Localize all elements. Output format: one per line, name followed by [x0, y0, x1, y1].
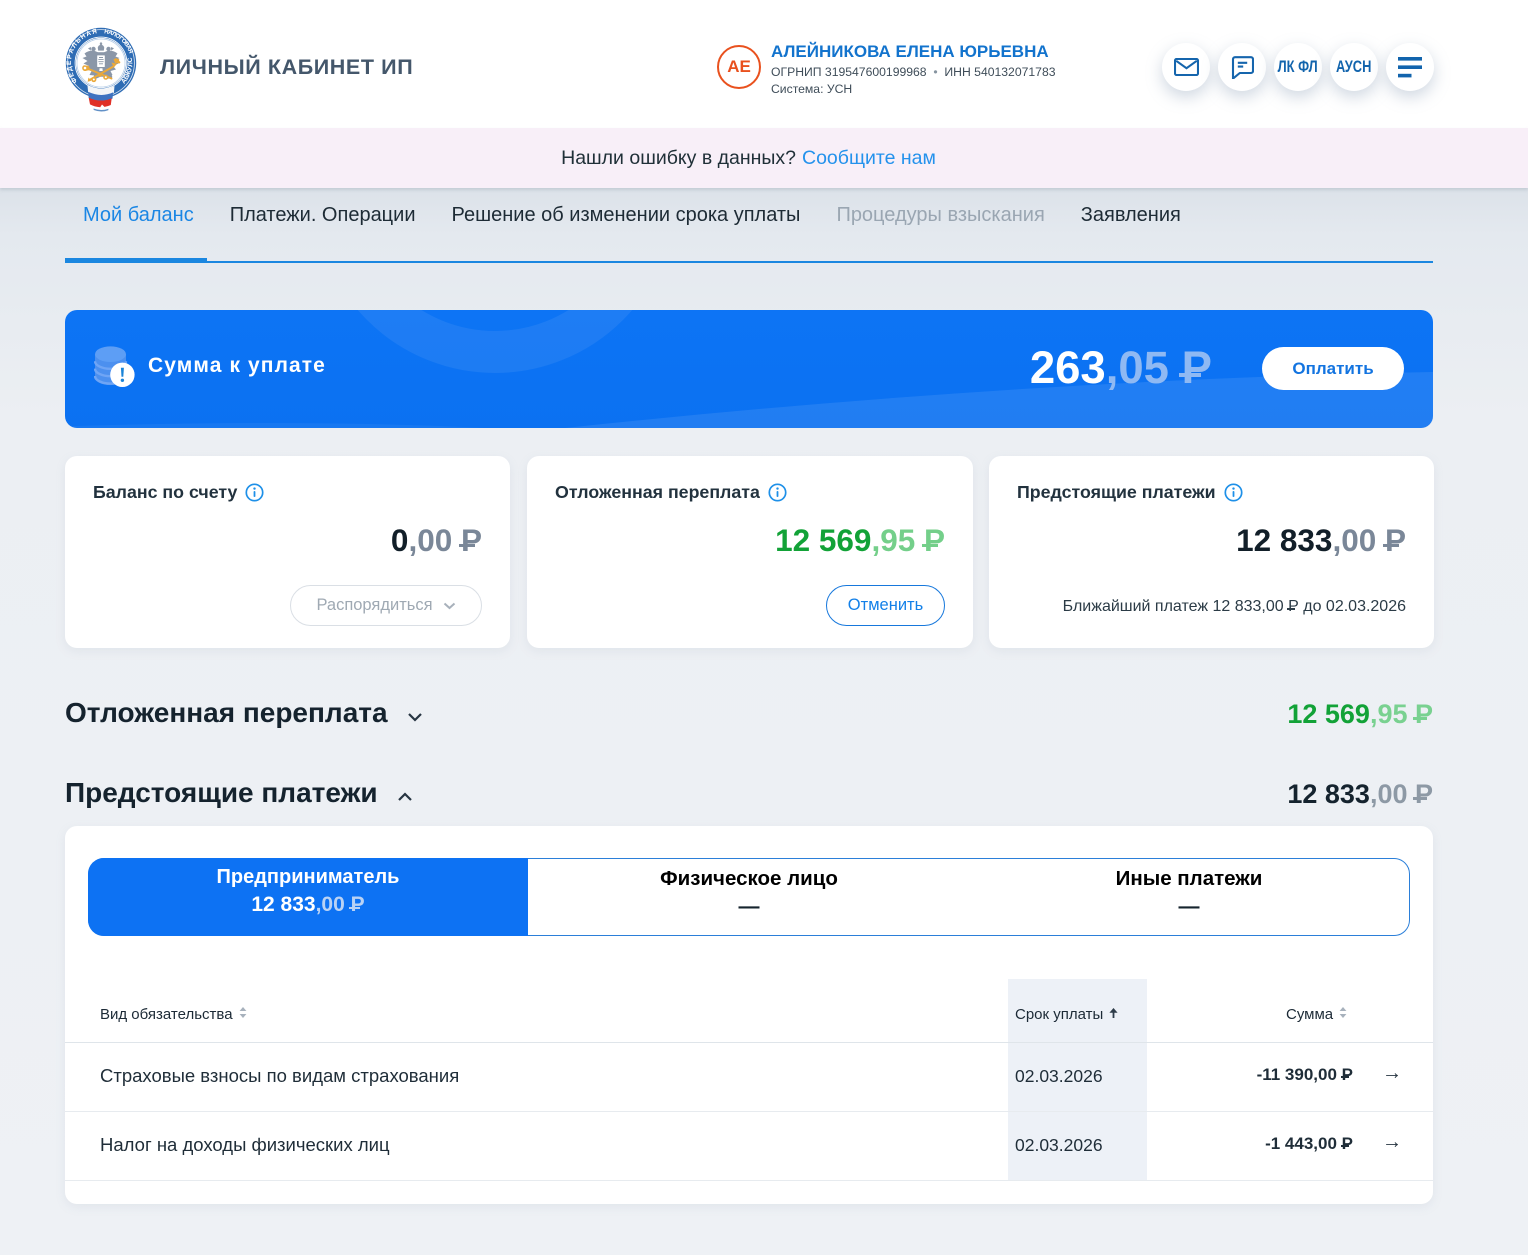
- svg-text:О: О: [120, 38, 128, 46]
- svg-text:А: А: [85, 30, 92, 38]
- svg-text:С: С: [127, 57, 134, 63]
- svg-text:В: В: [122, 41, 130, 49]
- svg-text:Е: Е: [66, 60, 73, 65]
- svg-text:Л: Л: [71, 41, 80, 49]
- svg-text:Г: Г: [117, 36, 124, 43]
- svg-text:Л: Л: [127, 62, 134, 67]
- svg-text:Р: Р: [66, 53, 74, 59]
- svg-text:А: А: [68, 47, 76, 54]
- svg-text:Ф: Ф: [70, 76, 79, 85]
- svg-text:А: А: [124, 44, 132, 51]
- svg-text:Л: Л: [111, 31, 117, 38]
- svg-text:Е: Е: [68, 71, 76, 78]
- svg-text:Б: Б: [123, 73, 132, 81]
- svg-text:Ь: Ь: [74, 37, 82, 45]
- svg-text:Ж: Ж: [124, 69, 133, 78]
- svg-text:Я: Я: [91, 28, 97, 36]
- svg-text:У: У: [126, 65, 134, 71]
- svg-text:О: О: [114, 33, 121, 41]
- svg-text:Н: Н: [104, 29, 109, 36]
- svg-text:Д: Д: [66, 66, 74, 72]
- svg-text:А: А: [120, 77, 129, 85]
- svg-text:Я: Я: [126, 48, 133, 54]
- svg-text:Н: Н: [79, 33, 87, 42]
- svg-text:А: А: [107, 30, 114, 37]
